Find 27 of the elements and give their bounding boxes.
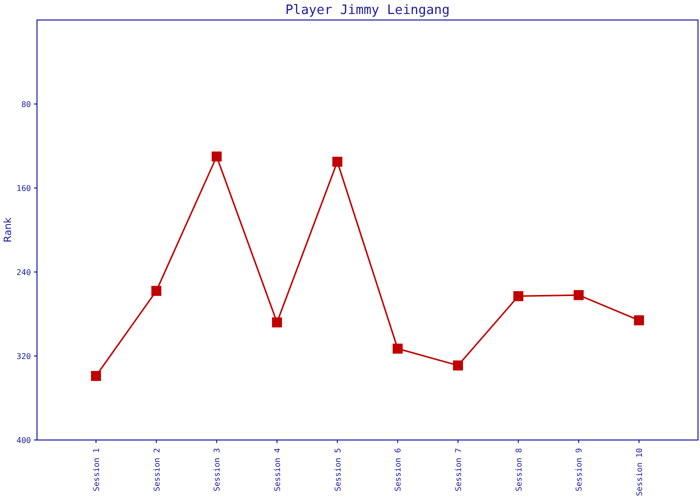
point bbox=[91, 370, 101, 381]
y-axis-title: Rank bbox=[3, 217, 14, 242]
point bbox=[151, 286, 162, 296]
x-tick-label: Session 2 bbox=[152, 448, 162, 492]
point bbox=[513, 291, 524, 302]
point bbox=[574, 290, 584, 300]
point bbox=[272, 317, 282, 328]
y-tick-label: 240 bbox=[16, 268, 32, 277]
y-tick-label: 400 bbox=[16, 436, 32, 445]
x-tick-label: Session 5 bbox=[333, 448, 342, 492]
point bbox=[332, 156, 342, 167]
point bbox=[453, 360, 463, 370]
y-tick-label: 80 bbox=[21, 100, 32, 109]
point bbox=[634, 315, 644, 326]
x-tick-label: Session 7 bbox=[454, 448, 463, 492]
point bbox=[212, 152, 222, 162]
x-tick-label: Session 3 bbox=[212, 448, 222, 492]
point bbox=[392, 344, 403, 354]
x-tick-label: Session 1 bbox=[92, 448, 101, 492]
y-tick-label: 320 bbox=[16, 352, 32, 361]
chart-title: Player Jimmy Leingang bbox=[285, 3, 450, 18]
y-tick-label: 160 bbox=[16, 184, 32, 193]
x-tick-label: Session 8 bbox=[514, 448, 524, 492]
x-tick-label: Session 9 bbox=[574, 448, 584, 492]
x-tick-label: Session 4 bbox=[273, 448, 282, 492]
x-tick-label: Session 6 bbox=[394, 448, 403, 492]
x-tick-label: Session 10 bbox=[635, 448, 644, 496]
